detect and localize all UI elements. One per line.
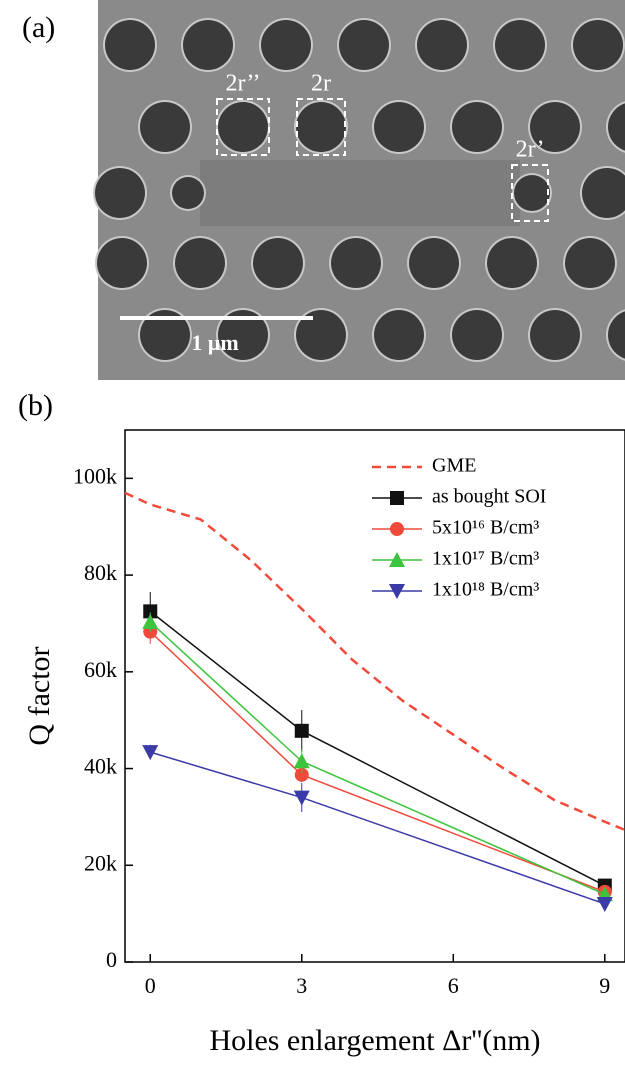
series-line [150,751,606,905]
hole [97,238,147,288]
legend-label: GME [432,455,476,477]
marker [142,614,159,630]
hole [565,238,615,288]
x-tick-label: 6 [448,973,459,998]
y-tick-label: 100k [73,463,117,488]
hole [296,310,346,360]
hole [608,103,625,151]
legend-label: 5x10¹⁶ B/cm³ [432,517,539,539]
hole [487,238,537,288]
y-tick-label: 20k [84,850,117,875]
x-tick-label: 0 [145,973,156,998]
series-line [149,621,606,895]
y-tick-label: 60k [84,657,117,682]
series-line [149,631,606,893]
hole [175,238,225,288]
dashed-box [511,164,549,222]
hole [374,310,424,360]
hole [296,102,346,152]
hole [409,238,459,288]
series-line [124,491,625,832]
hole [140,310,190,360]
dashed-box [216,98,270,156]
series-line [149,610,606,887]
hole [452,102,502,152]
hole [105,20,155,70]
marker [143,604,158,619]
scale-bar-label: 1 μm [191,330,238,355]
hole [331,238,381,288]
hole [253,238,303,288]
hole [183,20,233,70]
marker [293,790,310,806]
hole [582,168,625,218]
hole [261,20,311,70]
marker [390,522,404,536]
y-tick-label: 80k [84,560,117,585]
hole [374,102,424,152]
hole [172,177,204,209]
annotation: 2r’’ [225,71,260,97]
x-tick-label: 3 [296,973,307,998]
hole [218,310,268,360]
legend-label: 1x10¹⁷ B/cm³ [432,548,539,570]
marker [389,552,405,567]
hole [495,20,545,70]
marker [293,753,310,769]
marker [142,745,159,761]
annotation: 2r [311,71,331,97]
y-tick-label: 0 [106,947,117,972]
hole [95,168,145,218]
waveguide [200,160,520,226]
panel-label: (a) [22,11,55,44]
hole [417,20,467,70]
hole [573,20,623,70]
legend-label: as bought SOI [432,486,546,508]
hole [530,310,580,360]
marker [596,896,613,912]
marker [389,584,405,599]
hole [140,102,190,152]
hole [452,310,502,360]
hole [218,102,268,152]
plot-frame [124,429,625,963]
hole [514,175,550,211]
y-axis-label: Q factor [23,646,56,745]
sem-image [93,0,625,380]
y-tick-label: 40k [84,754,117,779]
hole [608,311,625,359]
x-axis-label: Holes enlargement Δr''(nm) [209,1024,540,1057]
hole [339,20,389,70]
marker [294,767,309,782]
panel-label: (b) [18,389,53,422]
legend-label: 1x10¹⁸ B/cm³ [432,579,539,601]
dashed-box [296,98,346,156]
marker [294,723,309,738]
x-tick-label: 9 [599,973,610,998]
hole [530,102,580,152]
annotation: 2r’ [516,137,545,163]
marker [390,491,404,505]
